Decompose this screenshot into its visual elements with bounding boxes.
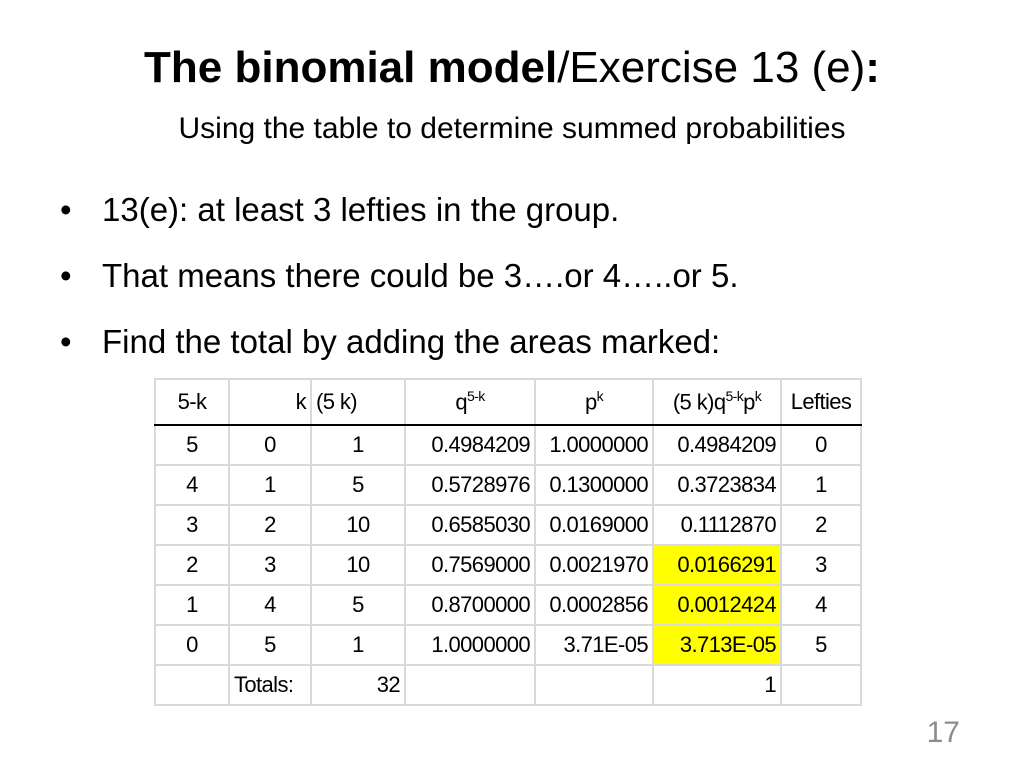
- cell-q-power: 0.4984209: [404, 424, 536, 466]
- cell-q-power: 0.7569000: [404, 544, 536, 586]
- header-p-base: p: [584, 389, 597, 415]
- cell-product: 0.1112870: [652, 504, 782, 546]
- header-lefties: Lefties: [780, 378, 862, 426]
- table-row: 5 0 1 0.4984209 1.0000000 0.4984209 0: [154, 424, 862, 466]
- cell-p-power: 1.0000000: [534, 424, 654, 466]
- cell-5-minus-k: 2: [154, 544, 230, 586]
- table-row: 1 4 5 0.8700000 0.0002856 0.0012424 4: [154, 584, 862, 626]
- title-bold-part: The binomial model: [144, 43, 558, 92]
- bullet-text: That means there could be 3….or 4…..or 5…: [102, 257, 739, 294]
- totals-choose: 32: [310, 664, 406, 706]
- header-product-sup1: 5-k: [725, 388, 744, 405]
- cell-k: 5: [228, 624, 312, 666]
- table-header-row: 5-k k (5 k) q5-k pk (5 k)q5-kpk Lefties: [154, 378, 862, 426]
- header-product: (5 k)q5-kpk: [652, 378, 782, 426]
- header-5-minus-k: 5-k: [154, 378, 230, 426]
- totals-row: Totals: 32 1: [154, 664, 862, 706]
- cell-q-power: 0.6585030: [404, 504, 536, 546]
- cell-choose: 10: [310, 504, 406, 546]
- cell-p-power: 0.0021970: [534, 544, 654, 586]
- cell-5-minus-k: 1: [154, 584, 230, 626]
- cell-choose: 10: [310, 544, 406, 586]
- header-k: k: [228, 378, 312, 426]
- table-row: 2 3 10 0.7569000 0.0021970 0.0166291 3: [154, 544, 862, 586]
- header-q-sup: 5-k: [466, 388, 485, 405]
- header-q-power: q5-k: [404, 378, 536, 426]
- cell-k: 4: [228, 584, 312, 626]
- cell-k: 2: [228, 504, 312, 546]
- header-q-base: q: [455, 389, 467, 415]
- bullet-text: Find the total by adding the areas marke…: [102, 323, 721, 360]
- cell-product: 0.4984209: [652, 424, 782, 466]
- binomial-table: 5-k k (5 k) q5-k pk (5 k)q5-kpk Lefties …: [154, 378, 862, 706]
- header-product-a: (5 k)q: [672, 389, 726, 415]
- header-choose: (5 k): [310, 378, 406, 426]
- cell-lefties: 5: [780, 624, 862, 666]
- page-number: 17: [926, 716, 960, 749]
- cell-p-power: 0.0002856: [534, 584, 654, 626]
- cell-p-power: 3.71E-05: [534, 624, 654, 666]
- cell-choose: 5: [310, 584, 406, 626]
- slide-subtitle: Using the table to determine summed prob…: [178, 112, 846, 145]
- totals-probability: 1: [652, 664, 782, 706]
- cell-k: 0: [228, 424, 312, 466]
- header-p-power: pk: [534, 378, 654, 426]
- cell-5-minus-k: 5: [154, 424, 230, 466]
- cell-product: 3.713E-05: [652, 624, 782, 666]
- bullet-text: 13(e): at least 3 lefties in the group.: [102, 191, 620, 228]
- cell-q-power: 0.8700000: [404, 584, 536, 626]
- cell-product: 0.0166291: [652, 544, 782, 586]
- cell-choose: 5: [310, 464, 406, 506]
- cell-p-power: 0.0169000: [534, 504, 654, 546]
- cell-k: 1: [228, 464, 312, 506]
- cell-5-minus-k: 3: [154, 504, 230, 546]
- bullet-dot-icon: •: [60, 257, 72, 294]
- table-row: 0 5 1 1.0000000 3.71E-05 3.713E-05 5: [154, 624, 862, 666]
- cell-choose: 1: [310, 624, 406, 666]
- cell-lefties: 3: [780, 544, 862, 586]
- cell-5-minus-k: 0: [154, 624, 230, 666]
- title-rest: /Exercise 13 (e): [557, 43, 866, 92]
- cell-lefties: 2: [780, 504, 862, 546]
- cell-lefties: 4: [780, 584, 862, 626]
- bullet-item: • 13(e): at least 3 lefties in the group.: [60, 190, 739, 256]
- cell-lefties: 1: [780, 464, 862, 506]
- totals-label: Totals:: [228, 664, 312, 706]
- cell-5-minus-k: 4: [154, 464, 230, 506]
- cell-product: 0.0012424: [652, 584, 782, 626]
- table-body: 5 0 1 0.4984209 1.0000000 0.4984209 0 4 1 5 0.5728…: [154, 424, 862, 666]
- cell-q-power: 0.5728976: [404, 464, 536, 506]
- bullet-dot-icon: •: [60, 191, 72, 228]
- bullet-list: • 13(e): at least 3 lefties in the group.…: [60, 190, 739, 388]
- cell-q-power: 1.0000000: [404, 624, 536, 666]
- totals-empty-cell: [534, 664, 654, 706]
- table-row: 4 1 5 0.5728976 0.1300000 0.3723834 1: [154, 464, 862, 506]
- title-colon: :: [865, 43, 880, 92]
- header-product-b: p: [743, 389, 755, 415]
- header-product-sup2: k: [754, 388, 762, 405]
- cell-lefties: 0: [780, 424, 862, 466]
- cell-k: 3: [228, 544, 312, 586]
- bullet-dot-icon: •: [60, 323, 72, 360]
- cell-choose: 1: [310, 424, 406, 466]
- bullet-item: • That means there could be 3….or 4…..or …: [60, 256, 739, 322]
- header-p-sup: k: [596, 388, 604, 405]
- totals-empty-cell: [154, 664, 230, 706]
- totals-empty-cell: [780, 664, 862, 706]
- cell-product: 0.3723834: [652, 464, 782, 506]
- cell-p-power: 0.1300000: [534, 464, 654, 506]
- totals-empty-cell: [404, 664, 536, 706]
- table-row: 3 2 10 0.6585030 0.0169000 0.1112870 2: [154, 504, 862, 546]
- slide-title: The binomial model/Exercise 13 (e):: [0, 43, 1024, 92]
- bullet-item: • Find the total by adding the areas mark…: [60, 322, 739, 388]
